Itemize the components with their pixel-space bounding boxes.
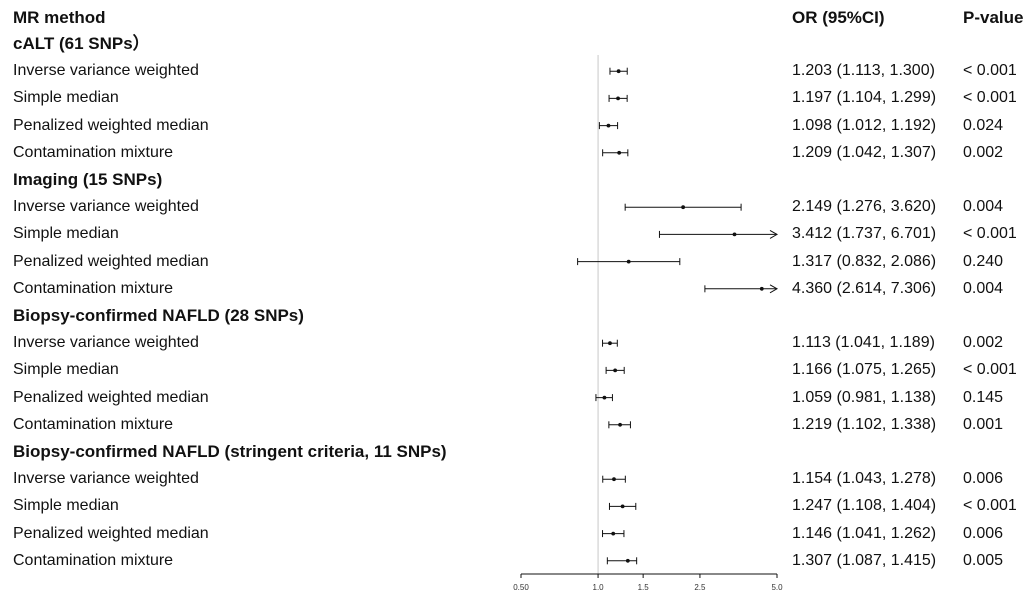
point-estimate bbox=[681, 205, 686, 210]
p-value: 0.002 bbox=[963, 334, 1004, 352]
point-estimate bbox=[626, 259, 631, 264]
or-value: 2.149 (1.276, 3.620) bbox=[792, 198, 937, 216]
ci-arrow bbox=[769, 284, 779, 294]
method-label: Inverse variance weighted bbox=[13, 198, 199, 216]
point-estimate bbox=[606, 123, 611, 128]
p-value: 0.006 bbox=[963, 470, 1004, 488]
ci-arrow bbox=[769, 229, 779, 239]
or-value: 1.059 (0.981, 1.138) bbox=[792, 388, 937, 406]
method-label: Simple median bbox=[13, 225, 119, 243]
or-value: 1.317 (0.832, 2.086) bbox=[792, 252, 937, 270]
point-estimate bbox=[759, 286, 764, 291]
p-value: 0.145 bbox=[963, 388, 1004, 406]
header-method: MR method bbox=[13, 8, 106, 27]
point-estimate bbox=[616, 69, 621, 74]
x-tick-label: 1.5 bbox=[638, 583, 650, 592]
p-value: < 0.001 bbox=[963, 225, 1017, 243]
p-value: < 0.001 bbox=[963, 497, 1017, 515]
or-value: 1.113 (1.041, 1.189) bbox=[792, 334, 935, 352]
or-value: 1.146 (1.041, 1.262) bbox=[792, 524, 937, 542]
point-estimate bbox=[620, 504, 625, 509]
method-label: Inverse variance weighted bbox=[13, 470, 199, 488]
header-pvalue: P-value bbox=[963, 8, 1024, 27]
p-value: 0.005 bbox=[963, 551, 1004, 569]
point-estimate bbox=[602, 395, 607, 400]
p-value: 0.004 bbox=[963, 198, 1004, 216]
or-value: 1.307 (1.087, 1.415) bbox=[792, 551, 937, 569]
point-estimate bbox=[616, 96, 620, 101]
method-label: Contamination mixture bbox=[13, 143, 174, 161]
x-tick-label: 1.0 bbox=[593, 583, 605, 592]
p-value: < 0.001 bbox=[963, 89, 1017, 107]
p-value: < 0.001 bbox=[963, 62, 1017, 80]
p-value: 0.001 bbox=[963, 415, 1004, 433]
method-label: Inverse variance weighted bbox=[13, 334, 199, 352]
point-estimate bbox=[611, 531, 616, 536]
or-value: 3.412 (1.737, 6.701) bbox=[792, 225, 937, 243]
method-label: Simple median bbox=[13, 497, 119, 515]
method-label: Contamination mixture bbox=[13, 551, 174, 569]
or-value: 4.360 (2.614, 7.306) bbox=[792, 279, 937, 297]
method-label: Penalized weighted median bbox=[13, 524, 209, 542]
point-estimate bbox=[732, 232, 737, 237]
point-estimate bbox=[618, 422, 622, 427]
method-label: Penalized weighted median bbox=[13, 116, 209, 134]
method-label: Contamination mixture bbox=[13, 279, 174, 297]
p-value: 0.004 bbox=[963, 279, 1004, 297]
method-label: Simple median bbox=[13, 361, 119, 379]
or-value: 1.197 (1.104, 1.299) bbox=[792, 89, 937, 107]
p-value: < 0.001 bbox=[963, 361, 1017, 379]
method-label: Penalized weighted median bbox=[13, 252, 209, 270]
p-value: 0.002 bbox=[963, 143, 1004, 161]
p-value: 0.006 bbox=[963, 524, 1004, 542]
method-label: Simple median bbox=[13, 89, 119, 107]
x-tick-label: 5.0 bbox=[771, 583, 783, 592]
p-value: 0.024 bbox=[963, 116, 1004, 134]
or-value: 1.209 (1.042, 1.307) bbox=[792, 143, 937, 161]
or-value: 1.098 (1.012, 1.192) bbox=[792, 116, 937, 134]
or-value: 1.166 (1.075, 1.265) bbox=[792, 361, 937, 379]
group-title: Biopsy-confirmed NAFLD (stringent criter… bbox=[13, 442, 447, 461]
header-or: OR (95%CI) bbox=[792, 8, 885, 27]
or-value: 1.247 (1.108, 1.404) bbox=[792, 497, 937, 515]
or-value: 1.219 (1.102, 1.338) bbox=[792, 415, 937, 433]
method-label: Inverse variance weighted bbox=[13, 62, 199, 80]
group-title: Biopsy-confirmed NAFLD (28 SNPs) bbox=[13, 306, 304, 325]
method-label: Contamination mixture bbox=[13, 415, 174, 433]
or-value: 1.203 (1.113, 1.300) bbox=[792, 62, 935, 80]
group-title: cALT (61 SNPs） bbox=[13, 34, 150, 53]
point-estimate bbox=[613, 368, 618, 373]
x-tick-label: 2.5 bbox=[694, 583, 706, 592]
or-value: 1.154 (1.043, 1.278) bbox=[792, 470, 937, 488]
point-estimate bbox=[617, 150, 622, 155]
point-estimate bbox=[625, 558, 630, 563]
point-estimate bbox=[612, 477, 616, 482]
x-tick-label: 0.50 bbox=[513, 583, 529, 592]
group-title: Imaging (15 SNPs) bbox=[13, 170, 163, 189]
method-label: Penalized weighted median bbox=[13, 388, 209, 406]
p-value: 0.240 bbox=[963, 252, 1004, 270]
point-estimate bbox=[608, 341, 612, 346]
